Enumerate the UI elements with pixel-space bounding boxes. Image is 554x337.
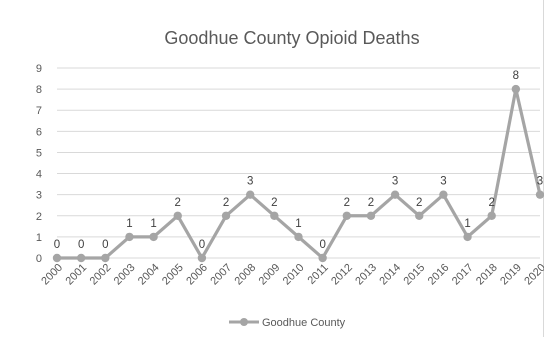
x-tick-label: 2012 bbox=[329, 262, 355, 288]
x-tick-label: 2018 bbox=[474, 262, 500, 288]
x-tick-label: 2014 bbox=[377, 262, 403, 288]
x-axis: 2000200120022003200420052006200720082009… bbox=[39, 262, 544, 288]
x-tick-label: 2001 bbox=[63, 262, 89, 288]
x-tick-label: 2004 bbox=[136, 262, 162, 288]
x-tick-label: 2015 bbox=[402, 262, 428, 288]
data-point bbox=[318, 253, 327, 263]
data-label: 0 bbox=[319, 239, 325, 251]
data-point bbox=[197, 253, 207, 263]
data-label: 8 bbox=[513, 70, 519, 82]
x-tick-label: 2016 bbox=[426, 262, 452, 288]
data-point bbox=[173, 211, 182, 220]
data-point bbox=[270, 211, 279, 220]
data-labels: 0 0 0 1 1 2 0 2 3 2 1 0 2 2 3 2 3 1 2 8 3 bbox=[54, 70, 543, 251]
data-label: 2 bbox=[271, 197, 277, 209]
y-tick-label: 8 bbox=[36, 84, 42, 96]
x-tick-label: 2002 bbox=[88, 262, 114, 288]
y-tick-label: 9 bbox=[36, 63, 42, 75]
x-tick-label: 2009 bbox=[257, 262, 283, 288]
data-label: 1 bbox=[295, 218, 301, 230]
y-tick-label: 5 bbox=[36, 147, 42, 159]
data-point bbox=[511, 84, 521, 94]
y-tick-label: 6 bbox=[36, 126, 42, 138]
data-point bbox=[125, 232, 134, 242]
data-point bbox=[439, 190, 448, 199]
data-label: 2 bbox=[416, 197, 422, 209]
data-label: 2 bbox=[175, 197, 181, 209]
data-point bbox=[246, 190, 255, 199]
legend-marker bbox=[240, 318, 248, 326]
y-axis: 0 1 2 3 4 5 6 7 8 9 bbox=[36, 63, 42, 265]
data-label: 2 bbox=[344, 197, 350, 209]
data-label: 1 bbox=[150, 218, 156, 230]
x-tick-label: 2008 bbox=[233, 262, 259, 288]
data-point bbox=[221, 211, 231, 220]
data-label: 2 bbox=[488, 197, 494, 209]
data-label: 0 bbox=[199, 239, 205, 251]
data-point bbox=[294, 232, 303, 242]
x-tick-label: 2003 bbox=[112, 262, 138, 288]
x-tick-label: 2010 bbox=[281, 262, 307, 288]
series-goodhue-county bbox=[52, 84, 544, 263]
y-tick-label: 3 bbox=[36, 190, 42, 202]
y-tick-label: 4 bbox=[36, 169, 42, 181]
y-tick-label: 7 bbox=[36, 105, 42, 117]
data-label: 3 bbox=[537, 176, 543, 188]
data-label: 1 bbox=[464, 218, 470, 230]
x-tick-label: 2013 bbox=[353, 262, 379, 288]
data-label: 3 bbox=[392, 176, 398, 188]
x-tick-label: 2000 bbox=[39, 262, 65, 288]
x-tick-label: 2019 bbox=[498, 262, 524, 288]
data-point bbox=[415, 211, 424, 220]
data-point bbox=[487, 211, 496, 220]
chart-title: Goodhue County Opioid Deaths bbox=[164, 28, 419, 48]
data-point bbox=[535, 190, 544, 199]
data-label: 0 bbox=[102, 239, 108, 251]
x-tick-label: 2006 bbox=[184, 262, 210, 288]
data-point bbox=[52, 253, 62, 263]
data-label: 2 bbox=[223, 197, 229, 209]
data-point bbox=[342, 211, 351, 220]
data-label: 0 bbox=[54, 239, 60, 251]
data-point bbox=[76, 253, 86, 263]
data-point bbox=[390, 190, 400, 199]
x-tick-label: 2020 bbox=[522, 262, 544, 288]
data-label: 0 bbox=[78, 239, 84, 251]
data-point bbox=[366, 211, 376, 220]
data-label: 3 bbox=[440, 176, 446, 188]
x-tick-label: 2005 bbox=[160, 262, 186, 288]
data-label: 1 bbox=[126, 218, 132, 230]
data-label: 2 bbox=[368, 197, 374, 209]
data-point bbox=[101, 253, 110, 263]
x-tick-label: 2017 bbox=[450, 262, 476, 288]
legend-label: Goodhue County bbox=[262, 317, 346, 329]
legend: Goodhue County bbox=[229, 317, 346, 329]
data-point bbox=[149, 232, 158, 242]
y-tick-label: 0 bbox=[36, 253, 42, 265]
x-tick-label: 2007 bbox=[208, 262, 234, 288]
y-tick-label: 1 bbox=[36, 232, 42, 244]
x-tick-label: 2011 bbox=[306, 262, 331, 287]
data-label: 3 bbox=[247, 176, 253, 188]
data-point bbox=[463, 232, 472, 242]
y-tick-label: 2 bbox=[36, 211, 42, 223]
